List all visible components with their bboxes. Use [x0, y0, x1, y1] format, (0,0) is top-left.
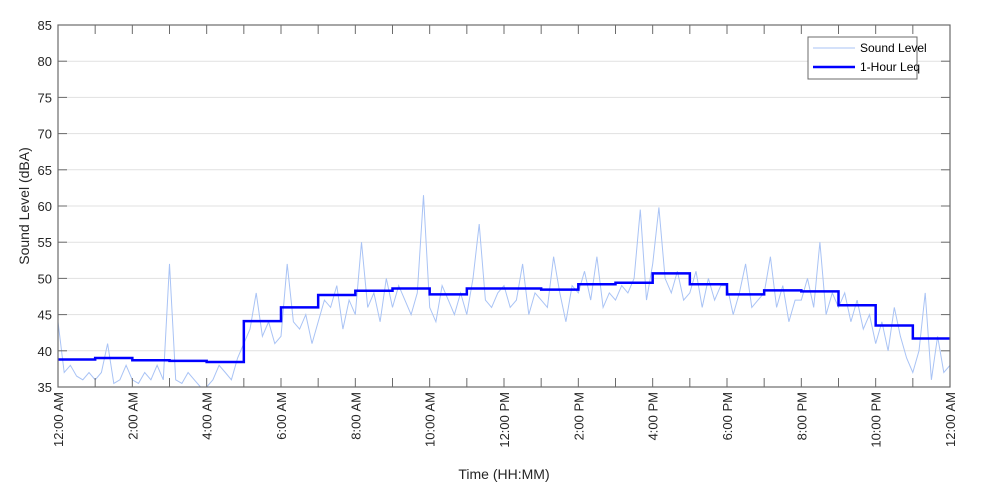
- axis-ticks: [57, 24, 951, 388]
- legend: Sound Level 1-Hour Leq: [807, 36, 927, 80]
- y-axis-label: Sound Level (dBA): [16, 147, 32, 265]
- x-tick-label: 8:00 PM: [794, 392, 809, 440]
- x-tick-label: 12:00 AM: [51, 392, 66, 447]
- x-tick-label: 12:00 PM: [497, 392, 512, 448]
- legend-box: [807, 36, 918, 80]
- legend-label-sound-level: Sound Level: [860, 41, 927, 55]
- x-tick-label: 12:00 AM: [943, 392, 958, 447]
- x-tick-label: 8:00 AM: [348, 392, 363, 440]
- leq-series: [58, 272, 950, 364]
- x-tick-label: 2:00 PM: [571, 392, 586, 440]
- y-tick-labels: 35 40 45 50 55 60 65 70 75 80 85: [38, 18, 52, 395]
- y-tick-label: 85: [38, 18, 52, 33]
- x-tick-label: 6:00 PM: [720, 392, 735, 440]
- x-tick-label: 6:00 AM: [274, 392, 289, 440]
- x-tick-label: 4:00 AM: [200, 392, 215, 440]
- grid-lines: [58, 60, 950, 352]
- y-tick-label: 80: [38, 54, 52, 69]
- y-tick-label: 35: [38, 380, 52, 395]
- y-tick-label: 70: [38, 127, 52, 142]
- leq-step-line: [58, 272, 950, 364]
- x-tick-labels: 12:00 AM 2:00 AM 4:00 AM 6:00 AM 8:00 AM 10:0…: [51, 392, 958, 448]
- x-tick-label: 10:00 PM: [869, 392, 884, 448]
- x-axis-label: Time (HH:MM): [458, 466, 549, 482]
- y-tick-label: 40: [38, 344, 52, 359]
- y-tick-label: 75: [38, 90, 52, 105]
- y-tick-label: 60: [38, 199, 52, 214]
- x-tick-label: 10:00 AM: [423, 392, 438, 447]
- legend-label-leq: 1-Hour Leq: [860, 60, 920, 74]
- x-tick-label: 2:00 AM: [125, 392, 140, 440]
- y-tick-label: 50: [38, 271, 52, 286]
- y-tick-label: 45: [38, 308, 52, 323]
- y-tick-label: 65: [38, 163, 52, 178]
- y-tick-label: 55: [38, 235, 52, 250]
- x-tick-label: 4:00 PM: [646, 392, 661, 440]
